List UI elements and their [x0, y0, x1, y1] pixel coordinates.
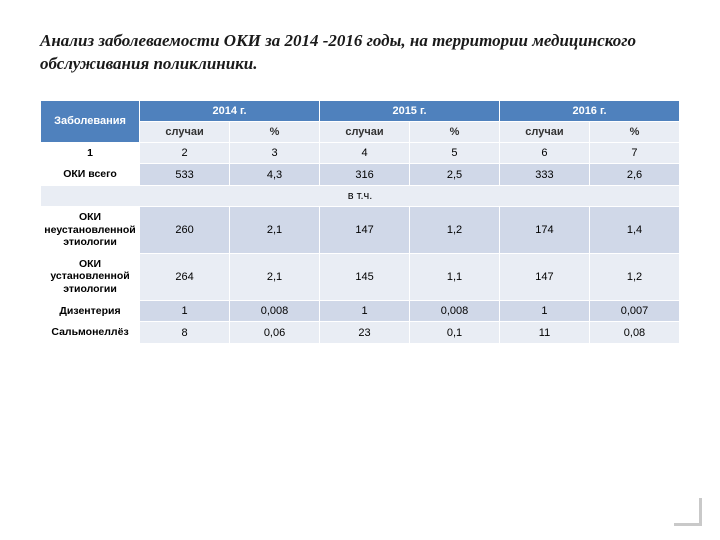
cell: 11: [499, 322, 589, 344]
cell: 1,2: [410, 207, 500, 254]
row-label: ОКИ всего: [41, 164, 140, 186]
sub-4: случаи: [499, 121, 589, 142]
sub-1: %: [230, 121, 320, 142]
year-2015: 2015 г.: [320, 100, 500, 121]
cell: 0,008: [230, 300, 320, 322]
index-row: 1 2 3 4 5 6 7: [41, 142, 680, 164]
morbidity-table: Заболевания 2014 г. 2015 г. 2016 г. случ…: [40, 100, 680, 344]
cell: 1: [499, 300, 589, 322]
slide-container: Анализ заболеваемости ОКИ за 2014 -2016 …: [0, 0, 720, 344]
cell: 1: [320, 300, 410, 322]
year-2014: 2014 г.: [140, 100, 320, 121]
table-row: ОКИ неустановленной этиологии 260 2,1 14…: [41, 207, 680, 254]
corner-cell: Заболевания: [41, 100, 140, 142]
cell: 0,06: [230, 322, 320, 344]
sub-2: случаи: [320, 121, 410, 142]
idx-c2: 4: [320, 142, 410, 164]
row-label: ОКИ установленной этиологии: [41, 253, 140, 300]
cell: 533: [140, 164, 230, 186]
row-label: Сальмонеллёз: [41, 322, 140, 344]
table-row: Сальмонеллёз 8 0,06 23 0,1 11 0,08: [41, 322, 680, 344]
cell: 260: [140, 207, 230, 254]
cell: 1,1: [410, 253, 500, 300]
cell: 23: [320, 322, 410, 344]
cell: 0,1: [410, 322, 500, 344]
cell: 1: [140, 300, 230, 322]
cell: 4,3: [230, 164, 320, 186]
cell: 264: [140, 253, 230, 300]
cell: 147: [320, 207, 410, 254]
table-row: ОКИ всего 533 4,3 316 2,5 333 2,6: [41, 164, 680, 186]
cell: 0,08: [589, 322, 679, 344]
index-label: 1: [41, 142, 140, 164]
cell: 316: [320, 164, 410, 186]
table-row: Дизентерия 1 0,008 1 0,008 1 0,007: [41, 300, 680, 322]
cell: 2,6: [589, 164, 679, 186]
idx-c1: 3: [230, 142, 320, 164]
section-label: в т.ч.: [41, 186, 680, 207]
cell: 0,007: [589, 300, 679, 322]
corner-decoration-icon: [674, 498, 702, 526]
table-row: ОКИ установленной этиологии 264 2,1 145 …: [41, 253, 680, 300]
cell: 333: [499, 164, 589, 186]
year-2016: 2016 г.: [499, 100, 679, 121]
cell: 2,1: [230, 253, 320, 300]
slide-title: Анализ заболеваемости ОКИ за 2014 -2016 …: [40, 30, 680, 76]
row-label: Дизентерия: [41, 300, 140, 322]
idx-c5: 7: [589, 142, 679, 164]
cell: 2,1: [230, 207, 320, 254]
header-row-years: Заболевания 2014 г. 2015 г. 2016 г.: [41, 100, 680, 121]
cell: 1,2: [589, 253, 679, 300]
cell: 8: [140, 322, 230, 344]
idx-c3: 5: [410, 142, 500, 164]
sub-3: %: [410, 121, 500, 142]
sub-0: случаи: [140, 121, 230, 142]
section-row: в т.ч.: [41, 186, 680, 207]
cell: 174: [499, 207, 589, 254]
cell: 145: [320, 253, 410, 300]
idx-c0: 2: [140, 142, 230, 164]
cell: 1,4: [589, 207, 679, 254]
cell: 2,5: [410, 164, 500, 186]
row-label: ОКИ неустановленной этиологии: [41, 207, 140, 254]
cell: 147: [499, 253, 589, 300]
cell: 0,008: [410, 300, 500, 322]
idx-c4: 6: [499, 142, 589, 164]
sub-5: %: [589, 121, 679, 142]
